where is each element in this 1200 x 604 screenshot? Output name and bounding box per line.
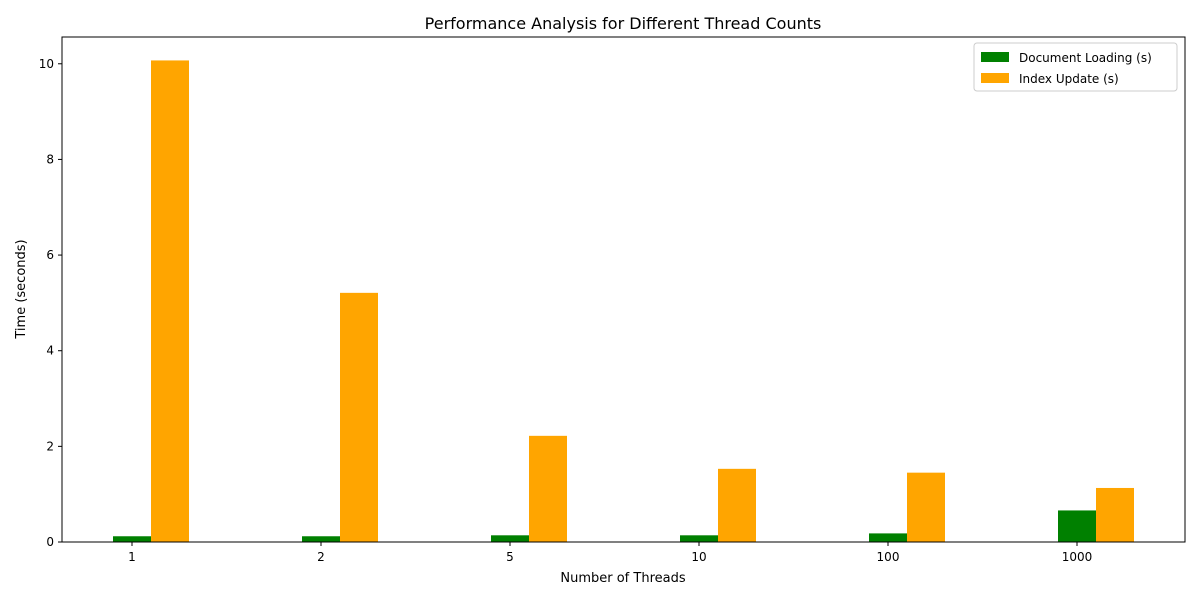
bar-index-update-5	[529, 435, 567, 542]
y-tick-label: 4	[46, 344, 54, 358]
bar-document-loading-5	[491, 535, 529, 542]
bar-document-loading-1000	[1058, 510, 1096, 542]
bar-index-update-1000	[1096, 487, 1134, 542]
legend-label: Index Update (s)	[1019, 72, 1119, 86]
y-axis-label: Time (seconds)	[14, 239, 29, 339]
chart-title: Performance Analysis for Different Threa…	[425, 14, 822, 33]
x-tick-label: 1	[128, 550, 136, 564]
x-tick-label: 5	[506, 550, 514, 564]
legend-box	[973, 42, 1178, 92]
legend: Document Loading (s) Index Update (s)	[973, 42, 1178, 92]
plot-area-frame	[61, 36, 1186, 543]
legend-label: Document Loading (s)	[1019, 51, 1152, 65]
x-axis: 1 2 5 10 100 1000	[128, 542, 1092, 564]
y-tick-label: 8	[46, 152, 54, 166]
bar-document-loading-100	[869, 533, 907, 542]
y-tick-label: 0	[46, 535, 54, 549]
x-tick-label: 1000	[1062, 550, 1093, 564]
bars-layer	[113, 60, 1134, 542]
bar-index-update-10	[718, 468, 756, 542]
x-tick-label: 10	[691, 550, 706, 564]
y-tick-label: 10	[39, 57, 54, 71]
bar-index-update-2	[340, 292, 378, 542]
legend-swatch	[981, 73, 1009, 83]
legend-swatch	[981, 52, 1009, 62]
y-axis: 0 2 4 6 8 10	[39, 57, 62, 549]
bar-document-loading-10	[680, 535, 718, 542]
x-axis-label: Number of Threads	[560, 571, 685, 586]
y-tick-label: 2	[46, 439, 54, 453]
bar-index-update-100	[907, 472, 945, 542]
x-tick-label: 100	[877, 550, 900, 564]
x-tick-label: 2	[317, 550, 325, 564]
y-tick-label: 6	[46, 248, 54, 262]
bar-document-loading-1	[113, 536, 151, 542]
bar-document-loading-2	[302, 536, 340, 542]
bar-index-update-1	[151, 60, 189, 542]
